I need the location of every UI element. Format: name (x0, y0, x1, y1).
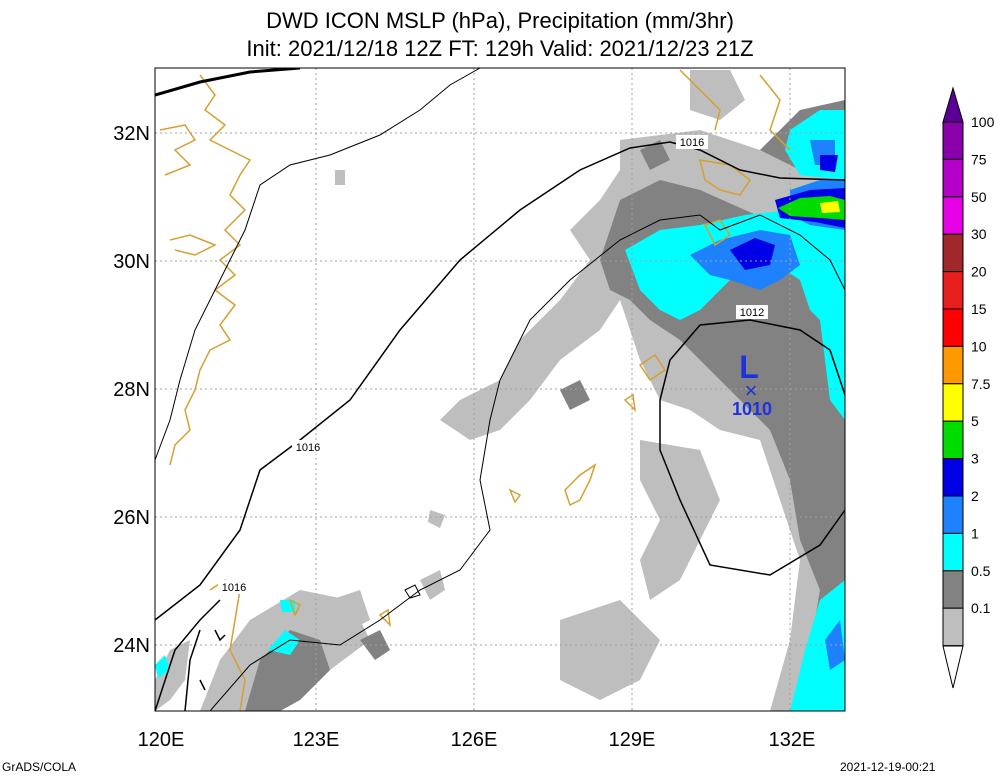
lat-label: 32N (113, 123, 150, 145)
isobar-label-group: 1016 1016 1016 1012 (218, 135, 768, 594)
isobar-label: 1016 (680, 137, 704, 149)
colorbar-box (942, 570, 964, 609)
colorbar-level-label: 5 (971, 413, 979, 429)
colorbar-boxes (942, 121, 964, 647)
colorbar-level-label: 10 (971, 338, 987, 354)
colorbar-box (942, 271, 964, 310)
colorbar-level-label: 0.5 (971, 563, 991, 579)
isobar-label: 1016 (296, 442, 320, 454)
colorbar-level-label: 7.5 (971, 376, 991, 392)
colorbar-box (942, 420, 964, 460)
colorbar-level-label: 1 (971, 525, 979, 541)
colorbar-level-label: 100 (971, 114, 995, 130)
colorbar-level-label: 30 (971, 226, 987, 242)
lon-label: 120E (138, 729, 185, 751)
colorbar-box (942, 345, 964, 385)
lat-label: 26N (113, 507, 150, 529)
map-frame (154, 67, 846, 712)
isobar-label: 1016 (222, 582, 246, 594)
map-title: DWD ICON MSLP (hPa), Precipitation (mm/3… (266, 8, 734, 33)
colorbar-level-label: 15 (971, 301, 987, 317)
graticule (155, 68, 845, 711)
map-content (155, 68, 845, 711)
colorbar: 100 75 50 30 20 15 10 7.5 5 3 2 1 0.5 0.1 (942, 86, 995, 689)
colorbar-box (942, 158, 964, 198)
lat-label: 30N (113, 251, 150, 273)
colorbar-box (942, 607, 964, 647)
low-symbol: L (739, 349, 759, 385)
low-pressure-value: 1010 (732, 399, 772, 419)
colorbar-level-label: 0.1 (971, 600, 991, 616)
colorbar-box (942, 308, 964, 347)
isobars (155, 68, 845, 711)
colorbar-level-label: 3 (971, 451, 979, 467)
footer-credit: GrADS/COLA (2, 760, 77, 774)
colorbar-level-label: 2 (971, 488, 979, 504)
low-pressure-marker: L × 1010 (732, 349, 772, 419)
lat-label: 28N (113, 379, 150, 401)
colorbar-box (942, 495, 964, 534)
latitude-labels: 32N 30N 28N 26N 24N (113, 123, 150, 657)
lat-label: 24N (113, 635, 150, 657)
colorbar-box (942, 233, 964, 273)
map-subtitle: Init: 2021/12/18 12Z FT: 129h Valid: 202… (246, 36, 754, 61)
footer-timestamp: 2021-12-19-00:21 (840, 760, 936, 774)
precip-7-10-areas (820, 201, 840, 213)
colorbar-bottom-arrow (942, 645, 964, 689)
colorbar-box (942, 458, 964, 497)
precip-5-7-areas (778, 196, 845, 220)
colorbar-box (942, 383, 964, 422)
lon-label: 126E (451, 729, 498, 751)
longitude-labels: 120E 123E 126E 129E 132E (138, 729, 816, 751)
lon-label: 132E (769, 729, 816, 751)
colorbar-box (942, 196, 964, 235)
lon-label: 123E (293, 729, 340, 751)
colorbar-box (942, 532, 964, 572)
isobar-label: 1012 (740, 307, 764, 319)
colorbar-level-label: 50 (971, 189, 987, 205)
colorbar-labels: 100 75 50 30 20 15 10 7.5 5 3 2 1 0.5 0.1 (971, 114, 995, 616)
low-center-marker: × (745, 378, 758, 403)
colorbar-box (942, 121, 964, 160)
lon-label: 129E (609, 729, 656, 751)
colorbar-level-label: 75 (971, 151, 987, 167)
colorbar-top-arrow (942, 86, 964, 123)
colorbar-level-label: 20 (971, 264, 987, 280)
